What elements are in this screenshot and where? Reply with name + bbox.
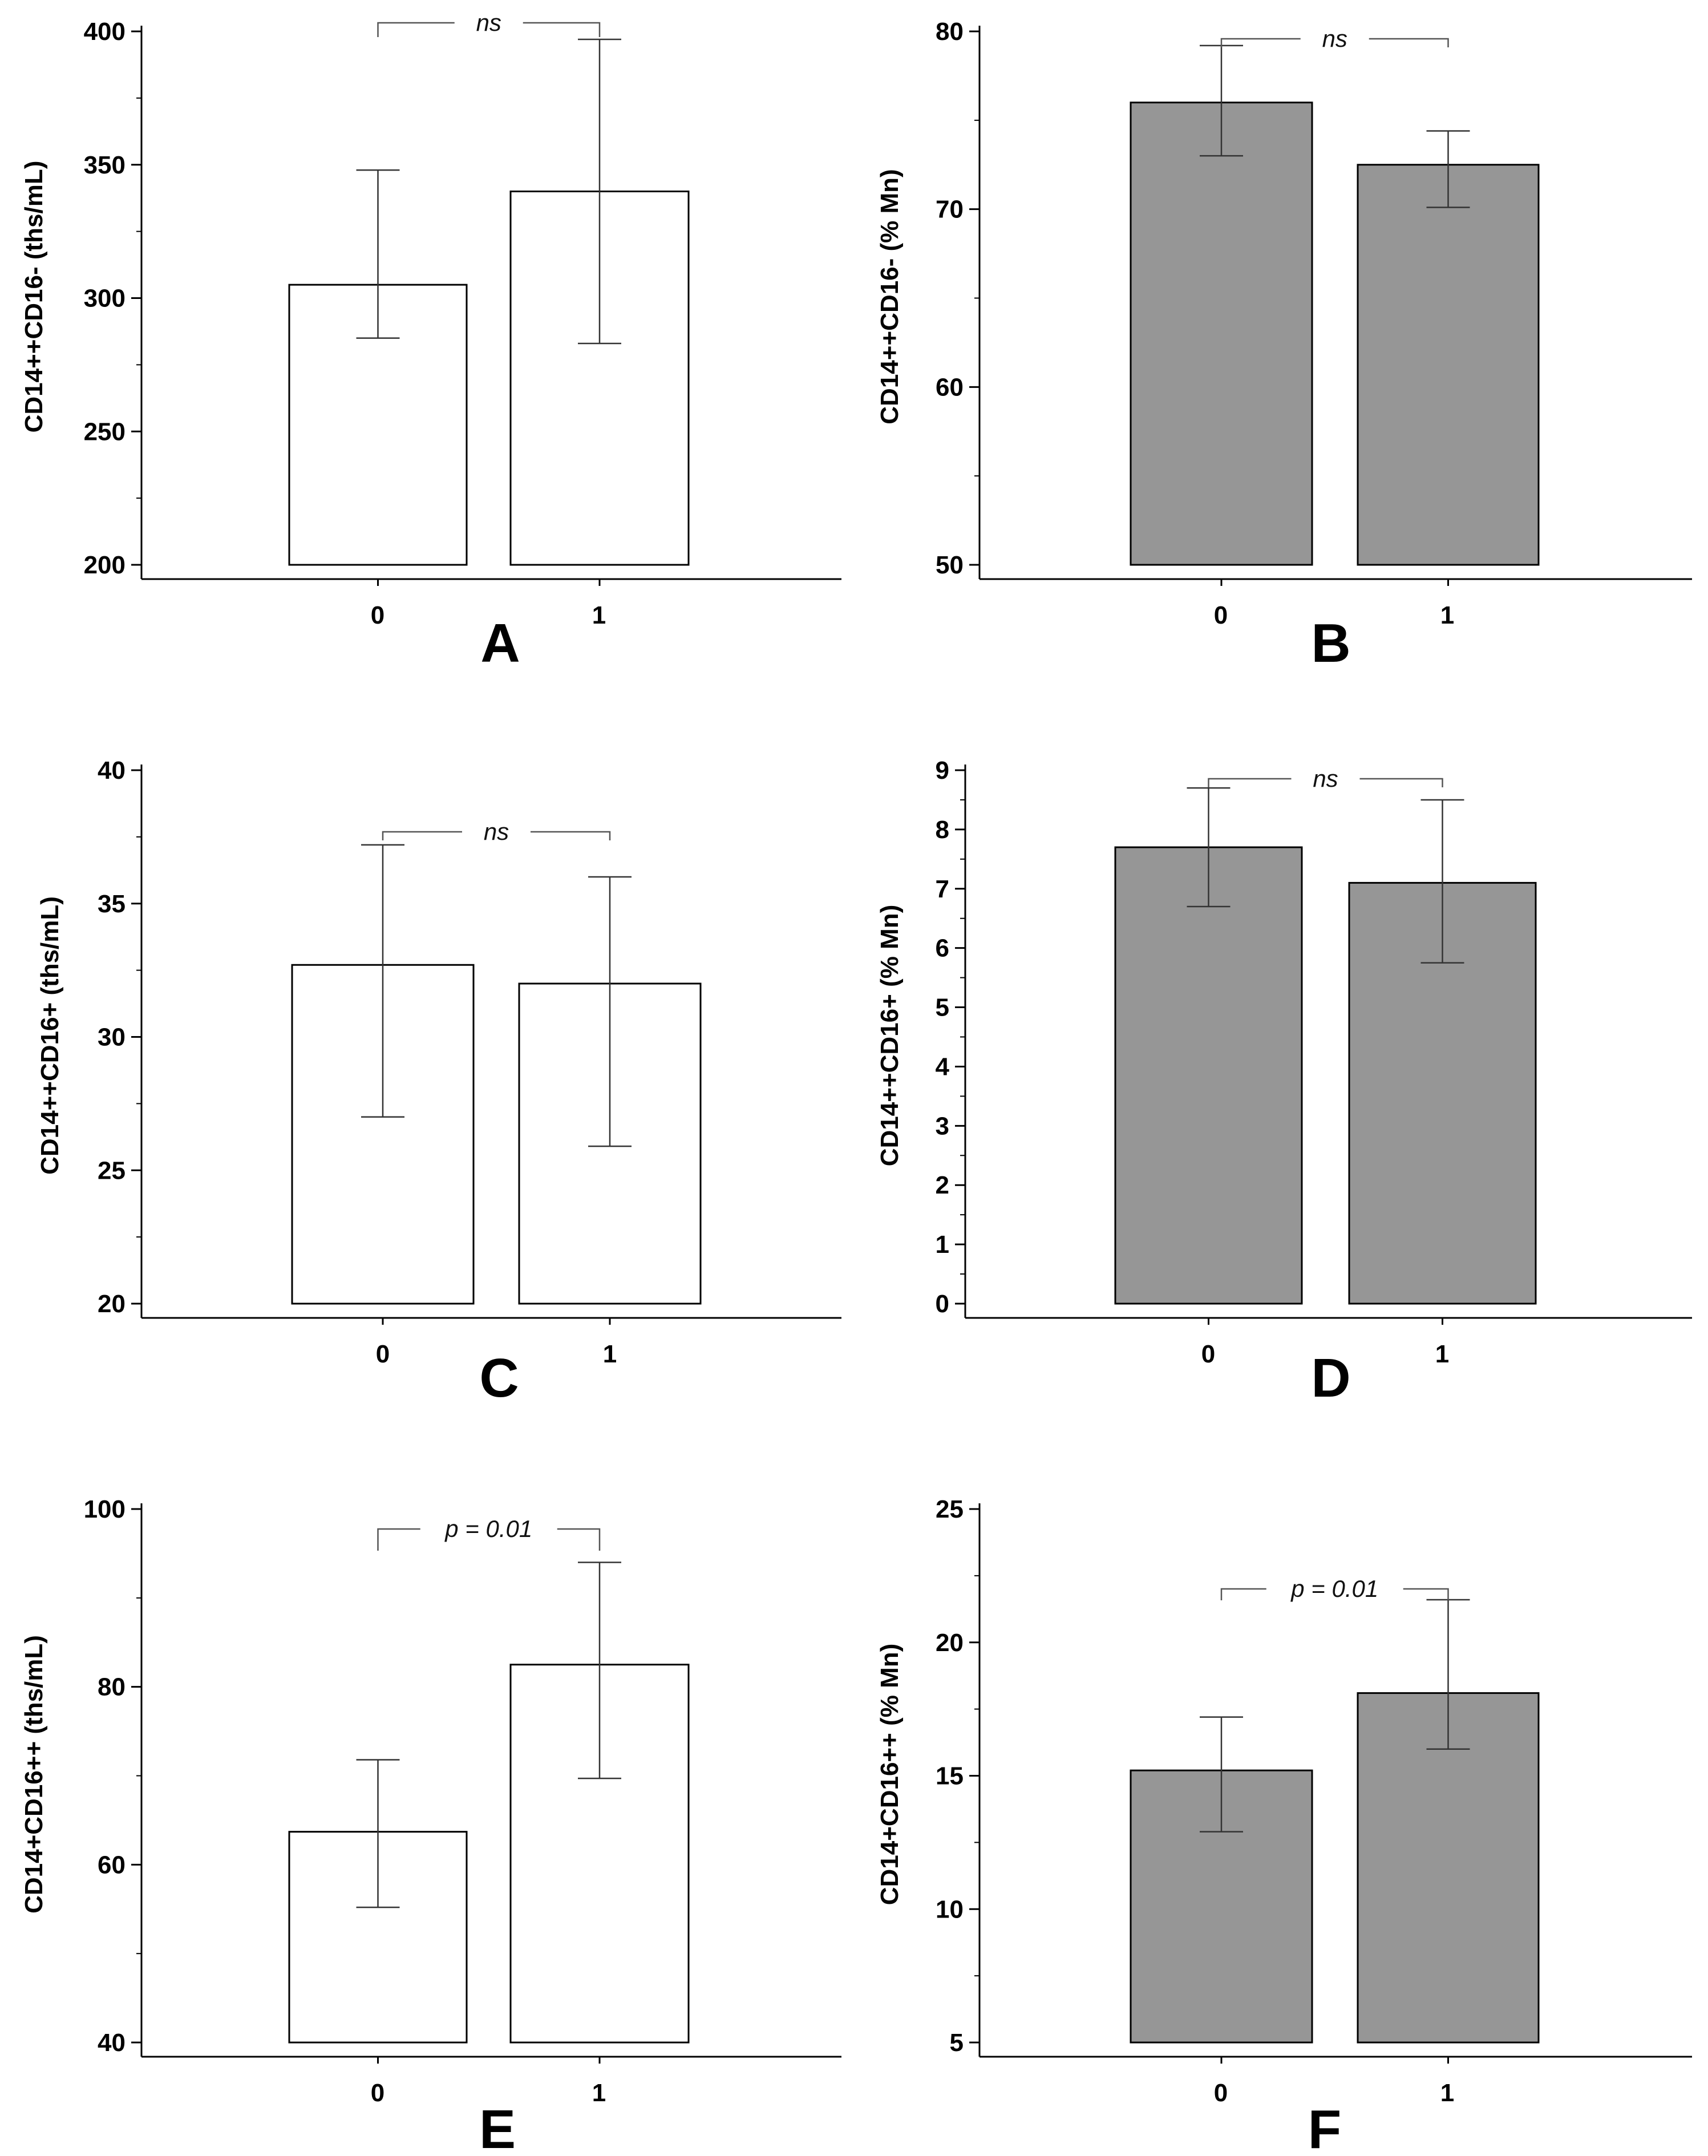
y-tick-label: 100 bbox=[84, 1495, 126, 1523]
y-tick-label: 80 bbox=[98, 1673, 126, 1701]
x-tick-label: 0 bbox=[1201, 1340, 1215, 1368]
y-axis-label: CD14++CD16- (ths/mL) bbox=[20, 161, 48, 433]
y-tick-label: 7 bbox=[936, 875, 949, 903]
x-tick-label: 0 bbox=[1214, 2079, 1228, 2107]
significance-bracket-right bbox=[1369, 38, 1449, 47]
panel-letter: D bbox=[1311, 1348, 1350, 1409]
x-tick-label: 0 bbox=[371, 601, 384, 629]
x-tick-label: 1 bbox=[1435, 1340, 1449, 1368]
y-tick-label: 35 bbox=[98, 890, 126, 918]
significance-label: ns bbox=[1322, 25, 1347, 52]
x-tick-label: 1 bbox=[592, 601, 606, 629]
significance-label: p = 0.01 bbox=[1290, 1575, 1378, 1602]
x-tick-label: 0 bbox=[371, 2079, 384, 2107]
significance-bracket-right bbox=[1403, 1588, 1449, 1600]
y-axis-label: CD14++CD16- (% Mn) bbox=[876, 169, 904, 424]
y-tick-label: 60 bbox=[936, 373, 964, 401]
significance-bracket-left bbox=[377, 22, 455, 37]
x-tick-label: 1 bbox=[592, 2079, 606, 2107]
panel-letter: A bbox=[480, 613, 520, 674]
significance-bracket-left bbox=[1220, 1588, 1266, 1600]
panel-c: 20 25 30 35 40 CD14++CD16+ (ths/mL) 0 1 ns C bbox=[36, 757, 841, 1409]
panel-e: 40 60 80 100 CD14+CD16++ (ths/mL) 0 1 p = 0.01 E bbox=[20, 1495, 841, 2156]
y-tick-label: 20 bbox=[936, 1629, 964, 1657]
y-tick-label: 30 bbox=[98, 1024, 126, 1051]
y-tick-label: 9 bbox=[936, 757, 949, 784]
y-tick-label: 60 bbox=[98, 1851, 126, 1879]
significance-label: p = 0.01 bbox=[444, 1515, 532, 1542]
bar bbox=[1130, 102, 1313, 566]
bar bbox=[1357, 164, 1540, 566]
panel-letter: E bbox=[479, 2099, 516, 2156]
y-tick-label: 50 bbox=[936, 551, 964, 579]
y-tick-label: 1 bbox=[936, 1231, 949, 1259]
y-axis-label: CD14+CD16++ (% Mn) bbox=[876, 1644, 904, 1905]
y-tick-label: 40 bbox=[98, 757, 126, 784]
y-tick-label: 80 bbox=[936, 18, 964, 46]
y-tick-label: 0 bbox=[936, 1290, 949, 1318]
x-tick-label: 0 bbox=[376, 1340, 390, 1368]
y-tick-label: 70 bbox=[936, 196, 964, 224]
y-axis-label: CD14++CD16+ (ths/mL) bbox=[36, 896, 64, 1175]
y-tick-label: 250 bbox=[84, 418, 126, 446]
y-tick-label: 15 bbox=[936, 1762, 964, 1790]
y-axis-label: CD14+CD16++ (ths/mL) bbox=[20, 1635, 48, 1914]
y-tick-label: 10 bbox=[936, 1895, 964, 1923]
significance-label: ns bbox=[1313, 765, 1338, 792]
y-tick-label: 25 bbox=[936, 1495, 964, 1523]
y-tick-label: 350 bbox=[84, 151, 126, 179]
y-tick-label: 8 bbox=[936, 816, 949, 844]
y-tick-label: 400 bbox=[84, 18, 126, 46]
panel-a: 200 250 300 350 400 CD14++CD16- (ths/mL) 0 1 ns A bbox=[20, 9, 841, 674]
significance-bracket-right bbox=[523, 22, 601, 37]
bar bbox=[1357, 1692, 1540, 2044]
significance-bracket-left bbox=[377, 1528, 420, 1551]
panel-letter: B bbox=[1311, 613, 1350, 674]
panel-letter: F bbox=[1308, 2099, 1342, 2156]
x-tick-label: 0 bbox=[1214, 601, 1228, 629]
significance-bracket-right bbox=[1359, 778, 1443, 787]
y-tick-label: 20 bbox=[98, 1290, 126, 1318]
y-tick-label: 200 bbox=[84, 551, 126, 579]
y-tick-label: 5 bbox=[936, 994, 949, 1022]
significance-bracket-left bbox=[382, 831, 462, 840]
panel-f: 5 10 15 20 25 CD14+CD16++ (% Mn) 0 1 p = 0.01 F bbox=[876, 1495, 1692, 2156]
y-tick-label: 2 bbox=[936, 1171, 949, 1199]
significance-bracket-right bbox=[557, 1528, 601, 1551]
significance-bracket-left bbox=[1220, 38, 1301, 47]
significance-bracket-left bbox=[1208, 778, 1292, 787]
y-tick-label: 5 bbox=[950, 2029, 964, 2057]
bar bbox=[1114, 846, 1303, 1305]
panel-d: 0 1 2 3 4 5 6 7 8 9 CD14++CD16+ (% Mn) 0 1 ns D bbox=[876, 757, 1692, 1409]
y-tick-label: 4 bbox=[936, 1053, 950, 1081]
significance-label: ns bbox=[484, 818, 509, 845]
x-tick-label: 1 bbox=[1440, 2079, 1454, 2107]
bar bbox=[291, 964, 475, 1305]
y-tick-label: 300 bbox=[84, 285, 126, 313]
significance-bracket-right bbox=[531, 831, 611, 840]
y-tick-label: 3 bbox=[936, 1112, 949, 1140]
y-tick-label: 25 bbox=[98, 1156, 126, 1184]
y-axis-label: CD14++CD16+ (% Mn) bbox=[876, 905, 904, 1166]
x-tick-label: 1 bbox=[603, 1340, 617, 1368]
panel-b: 50 60 70 80 CD14++CD16- (% Mn) 0 1 ns B bbox=[876, 18, 1692, 674]
y-tick-label: 6 bbox=[936, 935, 949, 962]
y-tick-label: 40 bbox=[98, 2029, 126, 2057]
significance-label: ns bbox=[476, 9, 501, 36]
panel-letter: C bbox=[479, 1348, 519, 1409]
x-tick-label: 1 bbox=[1440, 601, 1454, 629]
